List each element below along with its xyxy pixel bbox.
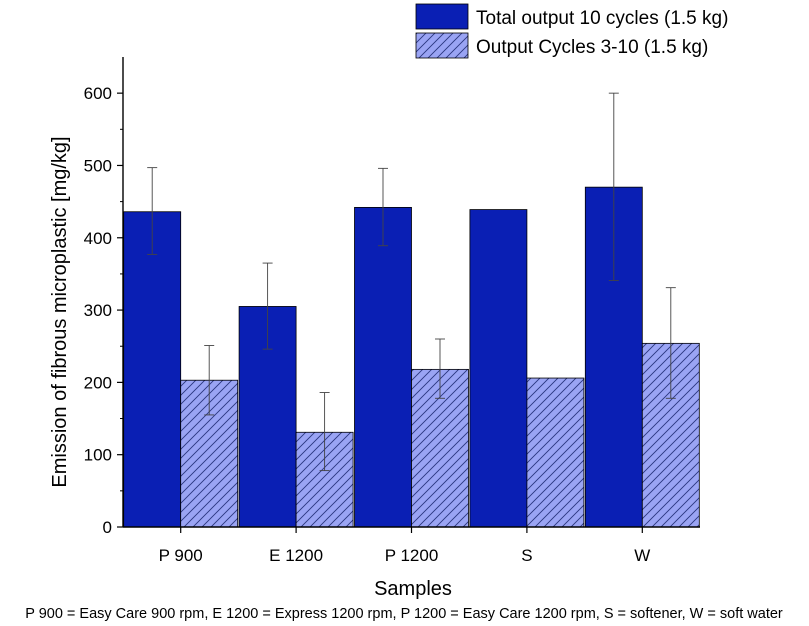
x-tick-label: S — [521, 546, 532, 565]
error-bar — [262, 262, 273, 350]
x-axis-label: Samples — [374, 578, 452, 600]
error-bar — [378, 167, 388, 247]
y-tick-label: 600 — [84, 84, 112, 103]
legend-swatch — [415, 3, 469, 30]
error-bar — [608, 92, 619, 281]
legend-label: Output Cycles 3-10 (1.5 kg) — [476, 37, 708, 58]
bar-total-p-900 — [123, 211, 182, 528]
y-tick-label: 200 — [84, 373, 112, 392]
x-tick-label: P 1200 — [385, 546, 439, 565]
bar-total-s — [469, 209, 528, 528]
legend-label: Total output 10 cycles (1.5 kg) — [476, 8, 728, 29]
error-bar — [319, 392, 330, 472]
error-bar — [147, 167, 158, 255]
legend-item-2: Output Cycles 3-10 (1.5 kg) — [415, 32, 708, 59]
y-tick-label: 0 — [103, 518, 112, 537]
y-tick-label: 500 — [84, 156, 112, 175]
legend-swatch — [415, 32, 469, 59]
chart-footnote: P 900 = Easy Care 900 rpm, E 1200 = Expr… — [25, 606, 783, 622]
error-bar — [204, 345, 215, 416]
legend-item-1: Total output 10 cycles (1.5 kg) — [415, 3, 728, 30]
error-bar — [665, 287, 676, 399]
y-axis-label: Emission of fibrous microplastic [mg/kg] — [49, 136, 71, 487]
y-tick-label: 400 — [84, 229, 112, 248]
y-tick-label: 100 — [84, 446, 112, 465]
y-tick-label: 300 — [84, 301, 112, 320]
x-tick-label: W — [634, 546, 650, 565]
bar-total-p-1200 — [354, 206, 412, 528]
error-bar — [435, 338, 445, 399]
x-tick-label: P 900 — [159, 546, 203, 565]
bar-cycles-3-10-s — [526, 377, 585, 528]
x-tick-label: E 1200 — [269, 546, 323, 565]
